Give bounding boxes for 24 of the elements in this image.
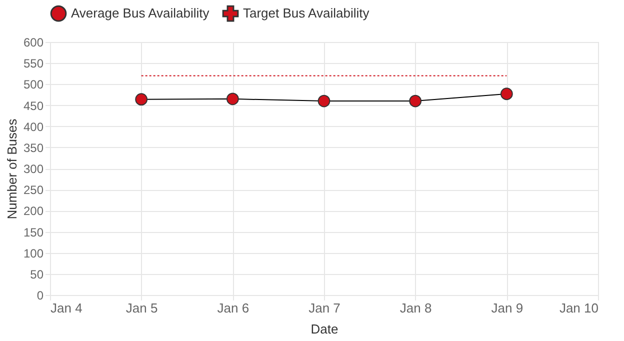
y-tick-label: 350 <box>23 140 44 155</box>
y-tick-label: 450 <box>23 98 44 113</box>
x-axis-title: Date <box>310 322 338 336</box>
x-tick-label: Jan 4 <box>50 300 82 316</box>
y-tick-label: 500 <box>23 78 44 92</box>
x-tick-label: Jan 7 <box>308 300 340 316</box>
x-tick-label: Jan 8 <box>400 300 432 316</box>
y-tick-label: 150 <box>23 225 44 240</box>
y-tick-label: 550 <box>23 56 44 71</box>
y-axis-title: Number of Buses <box>4 118 20 220</box>
legend-label: Average Bus Availability <box>71 6 210 21</box>
y-tick-label: 200 <box>23 204 44 218</box>
y-tick-label: 300 <box>23 162 44 176</box>
x-tick-label: Jan 9 <box>491 300 524 316</box>
y-tick-label: 0 <box>36 288 44 302</box>
x-tick-label: Jan 5 <box>126 300 158 316</box>
x-tick-label: Jan 10 <box>559 300 598 316</box>
y-tick-label: 50 <box>30 267 44 282</box>
y-tick-label: 250 <box>23 183 44 198</box>
y-tick-label: 100 <box>23 246 44 260</box>
y-tick-label: 600 <box>23 36 44 50</box>
legend-label: Target Bus Availability <box>243 6 370 21</box>
x-tick-label: Jan 6 <box>217 300 250 316</box>
y-tick-label: 400 <box>23 120 44 134</box>
